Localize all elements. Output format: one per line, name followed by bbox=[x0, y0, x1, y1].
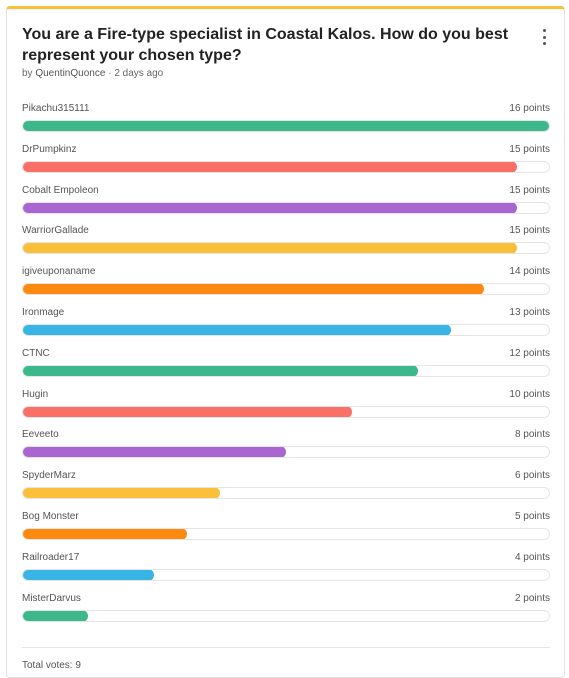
option-name: Pikachu315111 bbox=[22, 103, 90, 114]
option-bar-track bbox=[22, 446, 550, 459]
option-header: WarriorGallade 15 points bbox=[22, 225, 550, 237]
poll-option: MisterDarvus 2 points bbox=[22, 593, 550, 634]
option-name: Cobalt Empoleon bbox=[22, 184, 99, 196]
option-bar-track bbox=[22, 609, 550, 622]
poll-option: Ironmage 13 points bbox=[22, 307, 550, 348]
poll-option: Hugin 10 points bbox=[22, 389, 550, 430]
option-points: 15 points bbox=[509, 184, 550, 196]
poll-timestamp: 2 days ago bbox=[114, 68, 164, 79]
option-bar-fill bbox=[23, 447, 286, 458]
option-bar-track bbox=[22, 364, 550, 377]
poll-option: Eeveeto 8 points bbox=[22, 429, 550, 470]
poll-option: CTNC 12 points bbox=[22, 348, 550, 389]
option-bar-fill bbox=[23, 406, 352, 417]
option-bar-fill bbox=[23, 569, 154, 580]
option-bar-fill bbox=[23, 365, 418, 376]
option-points: 13 points bbox=[509, 306, 550, 318]
option-bar-fill bbox=[23, 121, 549, 131]
option-header: Eeveeto 8 points bbox=[22, 429, 550, 441]
option-points: 8 points bbox=[514, 429, 550, 441]
option-name: Hugin bbox=[22, 388, 49, 400]
option-bar-fill bbox=[23, 243, 517, 254]
option-header: Railroader17 4 points bbox=[22, 552, 550, 564]
poll-option: Pikachu315111 16 points bbox=[22, 103, 550, 144]
option-bar-fill bbox=[23, 202, 517, 213]
option-name: Eeveeto bbox=[22, 429, 59, 441]
option-points: 6 points bbox=[514, 470, 550, 482]
poll-option: DrPumpkinz 15 points bbox=[22, 144, 550, 185]
option-name: Railroader17 bbox=[22, 551, 80, 563]
option-bar-fill bbox=[23, 488, 220, 499]
option-points: 2 points bbox=[514, 592, 550, 604]
option-bar-fill bbox=[23, 528, 187, 539]
poll-option: igiveuponaname 14 points bbox=[22, 266, 550, 307]
option-name: MisterDarvus bbox=[22, 592, 81, 604]
option-points: 16 points bbox=[509, 103, 550, 114]
option-header: DrPumpkinz 15 points bbox=[22, 144, 550, 156]
option-bar-track bbox=[22, 242, 550, 255]
option-header: Pikachu315111 16 points bbox=[22, 103, 550, 115]
option-bar-track bbox=[22, 527, 550, 540]
option-points: 12 points bbox=[509, 347, 550, 359]
option-bar-track bbox=[22, 323, 550, 336]
option-points: 15 points bbox=[509, 143, 550, 155]
option-header: Ironmage 13 points bbox=[22, 307, 550, 319]
option-points: 10 points bbox=[509, 388, 550, 400]
poll-author[interactable]: QuentinQuonce bbox=[35, 68, 106, 79]
option-header: Cobalt Empoleon 15 points bbox=[22, 185, 550, 197]
total-votes: Total votes: 9 bbox=[22, 660, 81, 671]
option-points: 15 points bbox=[509, 225, 550, 237]
poll-title: You are a Fire-type specialist in Coasta… bbox=[22, 26, 509, 64]
option-header: igiveuponaname 14 points bbox=[22, 266, 550, 278]
option-bar-fill bbox=[23, 324, 451, 335]
option-points: 14 points bbox=[509, 266, 550, 278]
poll-option: WarriorGallade 15 points bbox=[22, 225, 550, 266]
option-header: MisterDarvus 2 points bbox=[22, 593, 550, 605]
meta-separator: · bbox=[108, 68, 112, 79]
option-bar-track bbox=[22, 487, 550, 500]
option-bar-track bbox=[22, 120, 550, 132]
option-bar-track bbox=[22, 160, 550, 173]
option-name: SpyderMarz bbox=[22, 470, 76, 482]
poll-option: Bog Monster 5 points bbox=[22, 511, 550, 552]
option-header: SpyderMarz 6 points bbox=[22, 470, 550, 482]
poll-option: SpyderMarz 6 points bbox=[22, 470, 550, 511]
poll-card: You are a Fire-type specialist in Coasta… bbox=[6, 6, 565, 678]
by-label: by bbox=[22, 68, 33, 79]
option-name: Ironmage bbox=[22, 306, 65, 318]
option-points: 4 points bbox=[514, 551, 550, 563]
option-header: Hugin 10 points bbox=[22, 389, 550, 401]
option-name: WarriorGallade bbox=[22, 225, 89, 237]
option-name: igiveuponaname bbox=[22, 266, 96, 278]
option-bar-fill bbox=[23, 161, 517, 172]
option-name: Bog Monster bbox=[22, 510, 79, 522]
more-vertical-icon[interactable] bbox=[538, 29, 550, 45]
option-bar-track bbox=[22, 283, 550, 296]
option-bar-fill bbox=[23, 284, 484, 295]
poll-meta: by QuentinQuonce · 2 days ago bbox=[22, 68, 163, 79]
option-bar-fill bbox=[23, 610, 88, 621]
option-bar-track bbox=[22, 405, 550, 418]
option-header: Bog Monster 5 points bbox=[22, 511, 550, 523]
divider bbox=[22, 647, 550, 648]
option-header: CTNC 12 points bbox=[22, 348, 550, 360]
option-name: CTNC bbox=[22, 347, 50, 359]
poll-options: Pikachu315111 16 points DrPumpkinz 15 point… bbox=[22, 103, 550, 633]
option-name: DrPumpkinz bbox=[22, 143, 77, 155]
poll-option: Railroader17 4 points bbox=[22, 552, 550, 593]
option-bar-track bbox=[22, 201, 550, 214]
option-points: 5 points bbox=[514, 510, 550, 522]
poll-option: Cobalt Empoleon 15 points bbox=[22, 185, 550, 226]
option-bar-track bbox=[22, 568, 550, 581]
